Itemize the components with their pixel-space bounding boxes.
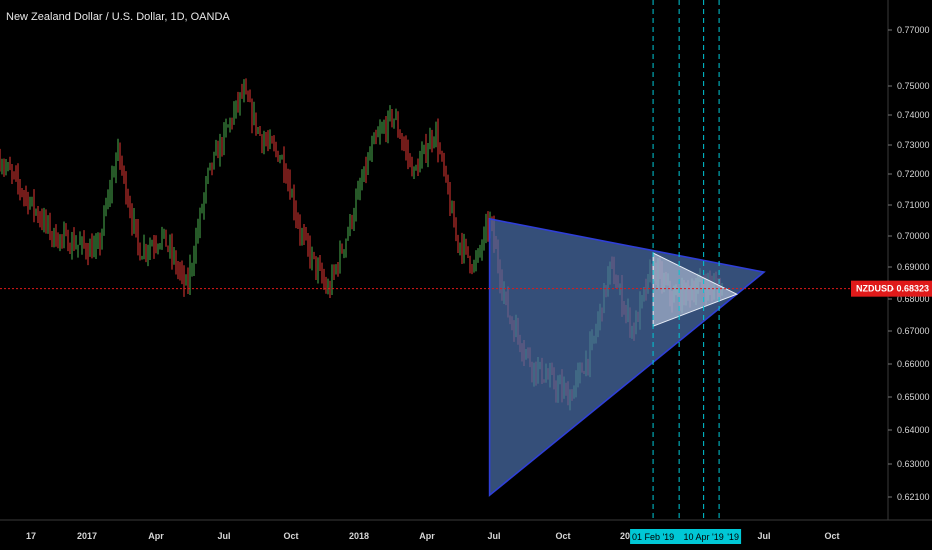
y-tick-label: 0.67000	[897, 326, 930, 336]
y-tick-label: 0.63000	[897, 459, 930, 469]
x-tick-label: 2018	[349, 531, 369, 541]
y-tick-label: 0.71000	[897, 200, 930, 210]
y-tick-label: 0.69000	[897, 262, 930, 272]
y-tick-label: 0.68000	[897, 294, 930, 304]
date-markers: 01 Feb '19 10 Apr '19'19	[630, 529, 742, 544]
y-tick-label: 0.72000	[897, 169, 930, 179]
date-marker-box	[630, 529, 742, 544]
date-marker-label: '19	[727, 532, 739, 542]
x-tick-label: Jul	[217, 531, 230, 541]
y-tick-label: 0.70000	[897, 231, 930, 241]
chart-title: New Zealand Dollar / U.S. Dollar, 1D, OA…	[6, 11, 230, 23]
price-tag: NZDUSD- 0.68323	[851, 280, 932, 297]
price-axis[interactable]: 0.77000 0.75000 0.74000 0.73000 0.72000 0.710…	[888, 25, 930, 502]
price-tag-symbol: NZDUSD	[856, 284, 894, 294]
y-tick-label: 0.65000	[897, 392, 930, 402]
x-tick-label: Oct	[824, 531, 839, 541]
x-tick-label: Apr	[419, 531, 435, 541]
y-tick-label: 0.74000	[897, 110, 930, 120]
y-tick-label: 0.64000	[897, 425, 930, 435]
y-tick-label: 0.73000	[897, 140, 930, 150]
y-tick-label: 0.77000	[897, 25, 930, 35]
x-tick-label: Jul	[757, 531, 770, 541]
price-tag-value: - 0.68323	[891, 284, 929, 294]
y-tick-label: 0.75000	[897, 81, 930, 91]
x-tick-label: 2019	[620, 531, 640, 541]
x-tick-label: 2017	[77, 531, 97, 541]
y-tick-label: 0.66000	[897, 359, 930, 369]
x-tick-label: Apr	[148, 531, 164, 541]
date-marker-label: 01 Feb '19	[632, 532, 674, 542]
x-tick-label: Oct	[555, 531, 570, 541]
x-tick-label: 17	[26, 531, 36, 541]
x-tick-label: Jul	[487, 531, 500, 541]
y-tick-label: 0.62100	[897, 492, 930, 502]
date-marker-label: 10 Apr '19	[684, 532, 724, 542]
price-tag-box	[851, 280, 932, 297]
drawings-layer	[488, 0, 766, 520]
x-tick-label: Oct	[283, 531, 298, 541]
